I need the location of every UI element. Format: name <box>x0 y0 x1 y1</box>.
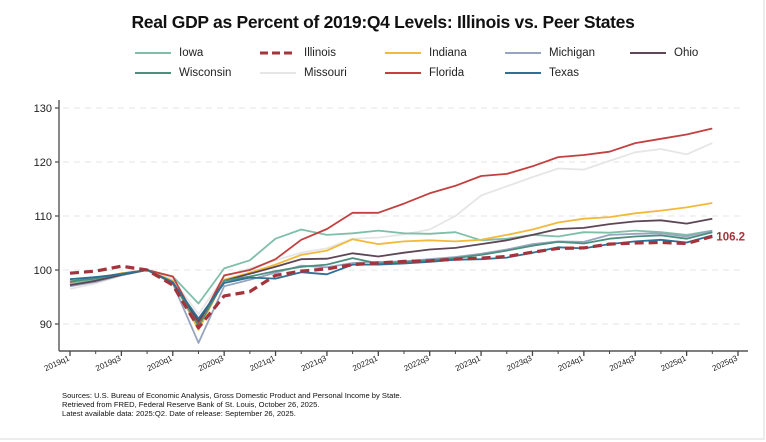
source-note: Sources: U.S. Bureau of Economic Analysi… <box>62 391 402 418</box>
x-tick-label: 2024q3 <box>608 353 636 373</box>
legend-label: Indiana <box>429 47 467 59</box>
legend-swatch <box>260 51 296 55</box>
chart-title: Real GDP as Percent of 2019:Q4 Levels: I… <box>131 12 635 32</box>
legend-swatch <box>505 52 541 54</box>
legend-item-wisconsin: Wisconsin <box>135 64 231 82</box>
axes <box>55 100 748 356</box>
legend-swatch <box>135 72 171 74</box>
y-tick-label: 130 <box>34 103 52 115</box>
x-tick-label: 2019q3 <box>94 353 122 373</box>
series-line-iowa <box>69 228 713 305</box>
y-tick-label: 90 <box>40 319 52 331</box>
legend-label: Michigan <box>549 47 596 59</box>
source-line: Sources: U.S. Bureau of Economic Analysi… <box>62 391 402 400</box>
legend-label: Illinois <box>304 47 336 59</box>
series-lines <box>69 127 713 344</box>
x-tick-label: 2020q1 <box>146 353 174 373</box>
legend-item-indiana: Indiana <box>385 44 467 62</box>
source-line: Latest available data: 2025:Q2. Date of … <box>62 409 296 418</box>
legend-label: Florida <box>429 67 465 79</box>
legend-label: Texas <box>549 67 580 79</box>
source-line: Retrieved from FRED, Federal Reserve Ban… <box>62 400 320 409</box>
y-tick-label: 100 <box>34 265 52 277</box>
x-tick-label: 2024q1 <box>557 353 585 373</box>
legend-swatch <box>260 72 296 74</box>
series-line-missouri <box>69 142 713 316</box>
series-line-texas <box>69 234 713 320</box>
legend-label: Iowa <box>179 47 204 59</box>
x-tick-label: 2025q1 <box>659 353 687 373</box>
legend-item-missouri: Missouri <box>260 64 347 82</box>
x-tick-label: 2019q1 <box>43 353 71 373</box>
series-line-indiana <box>69 202 713 331</box>
x-tick-label: 2023q3 <box>505 353 533 373</box>
series-line-illinois <box>69 234 713 330</box>
x-tick-label: 2021q3 <box>300 353 328 373</box>
legend-label: Missouri <box>304 67 347 79</box>
legend-item-iowa: Iowa <box>135 44 203 62</box>
legend-label: Wisconsin <box>179 67 232 79</box>
series-line-florida <box>69 127 713 325</box>
x-tick-label: 2021q1 <box>248 353 276 373</box>
series-line-michigan <box>69 229 713 344</box>
legend-label: Ohio <box>674 47 699 59</box>
axis-labels: 90 100 110 120 130 2019q1 2019q3 2020q1 2020q3 20… <box>34 103 745 373</box>
legend-swatch <box>630 52 666 54</box>
x-tick-label: 2022q3 <box>403 353 431 373</box>
legend-swatch <box>385 72 421 74</box>
legend-item-illinois: Illinois <box>260 44 336 62</box>
x-tick-label: 2025q3 <box>711 353 739 373</box>
legend-item-ohio: Ohio <box>630 44 698 62</box>
legend-swatch <box>135 52 171 54</box>
gridlines <box>63 107 740 325</box>
y-tick-label: 110 <box>34 211 52 223</box>
x-tick-label: 2020q3 <box>197 353 225 373</box>
end-value-label: 106.2 <box>716 232 745 244</box>
x-tick-label: 2022q1 <box>351 353 379 373</box>
legend-item-texas: Texas <box>505 64 579 82</box>
legend-swatch <box>385 52 421 54</box>
x-tick-label: 2023q1 <box>454 353 482 373</box>
legend-item-florida: Florida <box>385 64 464 82</box>
legend-swatch <box>505 72 541 74</box>
y-tick-label: 120 <box>34 157 52 169</box>
legend-item-michigan: Michigan <box>505 44 595 62</box>
